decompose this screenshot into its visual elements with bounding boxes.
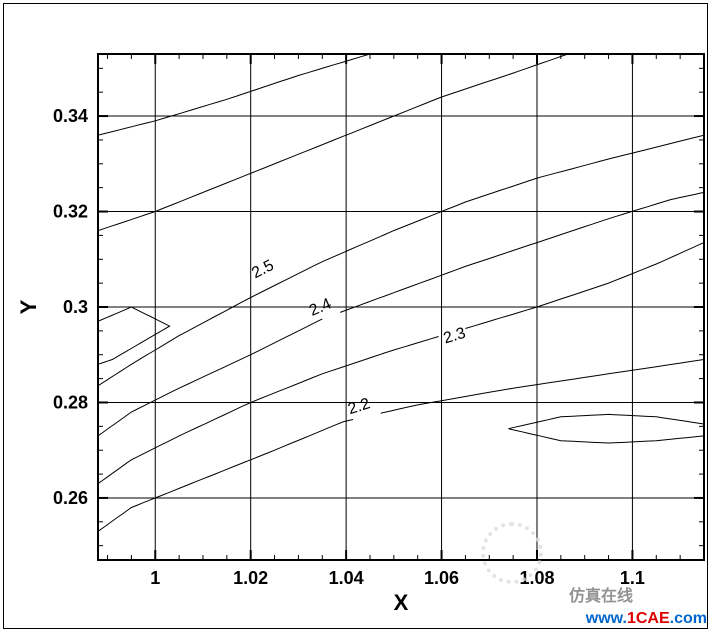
watermark-brand: 仿真在线 (569, 582, 633, 606)
url-highlight: 1CAE (627, 610, 670, 627)
chat-icon-watermark (481, 522, 543, 584)
outer-frame (3, 3, 708, 629)
url-suffix: .com (670, 610, 707, 627)
watermark-url: www.1CAE.com (586, 610, 707, 628)
url-prefix: www. (586, 610, 627, 627)
